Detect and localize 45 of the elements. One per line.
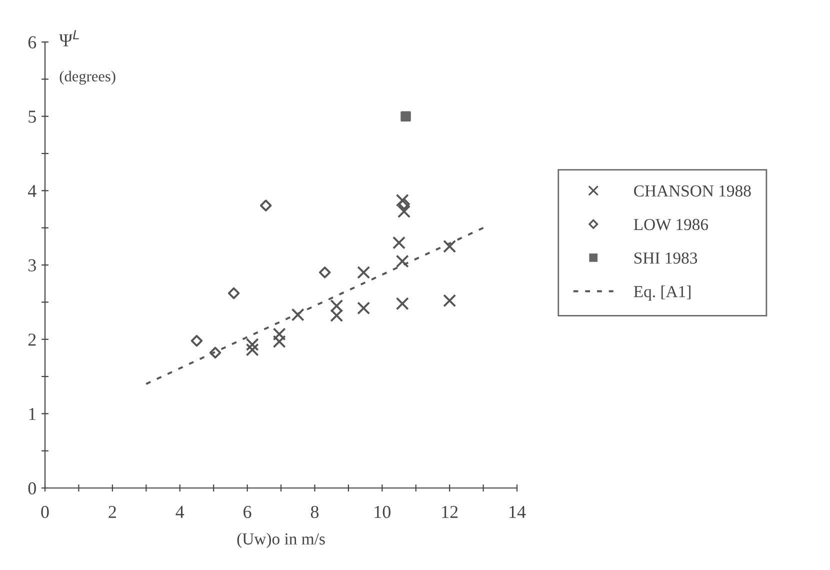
point [246, 343, 259, 356]
x-tick-label: 12 [442, 506, 458, 518]
point [396, 297, 409, 310]
point [272, 335, 286, 348]
point [443, 240, 456, 253]
point [392, 236, 406, 250]
point [396, 194, 409, 207]
point [228, 287, 240, 300]
y-axis-title: Ψ$^{L}$ [59, 30, 79, 46]
x-tick-label: 8 [310, 506, 319, 518]
y-tick-label: 0 [28, 482, 36, 494]
point [272, 328, 286, 341]
x-tick-label: 6 [244, 506, 252, 518]
y-tick-label: 1 [29, 408, 36, 420]
x-tick-label: 14 [510, 506, 526, 518]
point [396, 254, 409, 268]
point [291, 308, 304, 322]
y-tick-label: 2 [28, 334, 36, 346]
point [246, 338, 259, 352]
text: (degrees) [60, 70, 116, 85]
legend-label: Eq. [A1] [634, 286, 690, 301]
point [330, 309, 344, 322]
point [443, 294, 456, 308]
point [357, 302, 370, 315]
point [209, 346, 222, 359]
point [398, 198, 410, 210]
x-tick-label: 4 [176, 506, 184, 518]
y-tick-label: 5 [28, 110, 36, 123]
legend-label: SHI 1983 [634, 252, 698, 264]
point [398, 204, 411, 218]
point [318, 266, 331, 278]
legend-label: CHANSON 1988 [634, 185, 751, 197]
point [357, 266, 370, 279]
point [400, 111, 411, 122]
x-tick-label: 2 [108, 506, 116, 518]
x-tick-label: 0 [41, 506, 49, 518]
point [260, 200, 272, 212]
point [330, 299, 344, 312]
x-axis-title: (Uw)o in m/s [237, 532, 325, 548]
y-tick-label: 4 [28, 185, 36, 197]
legend-label: LOW 1986 [634, 218, 708, 230]
x-tick-label: 10 [374, 506, 390, 518]
point [190, 334, 203, 347]
y-tick-label: 3 [28, 259, 36, 272]
y-tick-label: 6 [28, 36, 36, 48]
